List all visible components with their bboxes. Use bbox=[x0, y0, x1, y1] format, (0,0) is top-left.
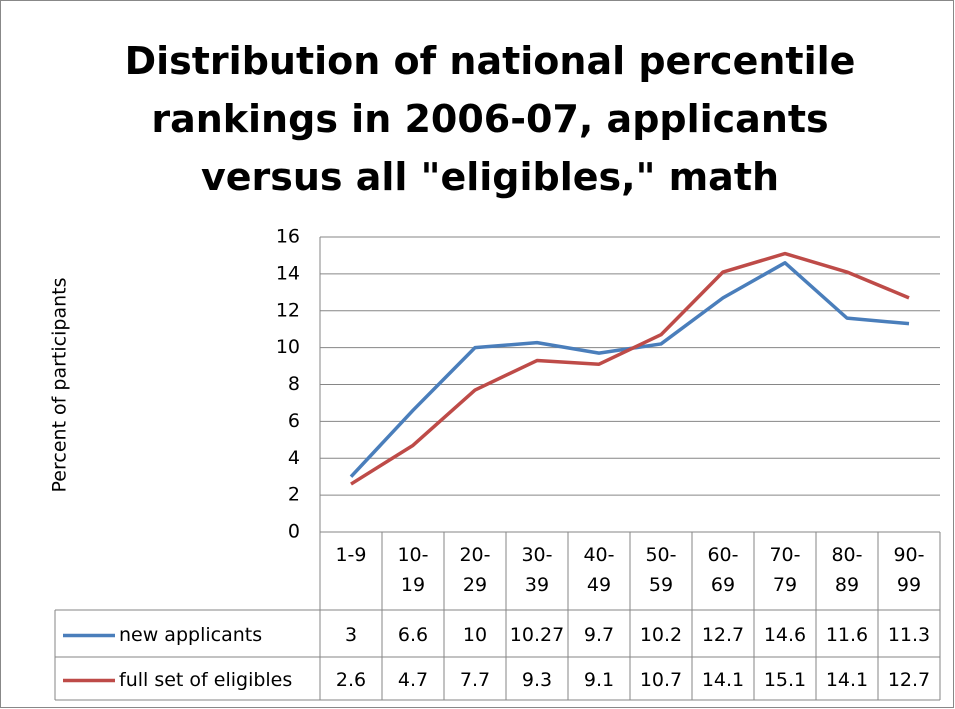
table-value: 7.7 bbox=[460, 669, 490, 691]
y-tick-label: 2 bbox=[288, 484, 300, 506]
x-tick-label: 80-89 bbox=[831, 544, 863, 596]
y-tick-label: 16 bbox=[276, 226, 300, 248]
y-tick-label: 14 bbox=[276, 262, 300, 284]
table-value: 2.6 bbox=[336, 669, 366, 691]
table-value: 11.6 bbox=[826, 624, 868, 646]
category-cell: 90-99 bbox=[893, 544, 925, 596]
legend-label: full set of eligibles bbox=[119, 669, 292, 691]
table-value: 6.6 bbox=[398, 624, 428, 646]
chart-title: Distribution of national percentile rank… bbox=[124, 39, 856, 199]
title-box: Distribution of national percentile rank… bbox=[124, 39, 856, 199]
table-value: 3 bbox=[345, 624, 357, 646]
table-value: 10.2 bbox=[640, 624, 682, 646]
category-cell: 40-49 bbox=[583, 544, 615, 596]
table-value: 12.7 bbox=[888, 669, 930, 691]
table-value: 15.1 bbox=[764, 669, 806, 691]
category-cell: 50-59 bbox=[645, 544, 677, 596]
table-value: 11.3 bbox=[888, 624, 930, 646]
y-tick-label: 0 bbox=[288, 521, 300, 543]
series-line bbox=[350, 251, 910, 486]
category-cell: 70-79 bbox=[769, 544, 801, 596]
y-axis-label: Percent of participants bbox=[49, 278, 71, 493]
table-value: 10.27 bbox=[510, 624, 564, 646]
category-cell: 20-29 bbox=[459, 544, 491, 596]
table-value: 10 bbox=[463, 624, 487, 646]
table-value: 10.7 bbox=[640, 669, 682, 691]
table-value: 14.6 bbox=[764, 624, 806, 646]
x-tick-label: 40-49 bbox=[583, 544, 615, 596]
table-value: 9.3 bbox=[522, 669, 552, 691]
x-tick-label: 60-69 bbox=[707, 544, 739, 596]
y-tick-label: 4 bbox=[288, 447, 300, 469]
x-tick-label: 30-39 bbox=[521, 544, 553, 596]
x-tick-label: 50-59 bbox=[645, 544, 677, 596]
x-tick-label: 20-29 bbox=[459, 544, 491, 596]
category-cell: 60-69 bbox=[707, 544, 739, 596]
y-tick-label: 8 bbox=[288, 373, 300, 395]
legend-label: new applicants bbox=[119, 624, 262, 646]
category-cell: 80-89 bbox=[831, 544, 863, 596]
x-tick-label: 70-79 bbox=[769, 544, 801, 596]
table-value: 9.7 bbox=[584, 624, 614, 646]
table-value: 14.1 bbox=[702, 669, 744, 691]
y-tick-label: 12 bbox=[276, 299, 300, 321]
y-tick-label: 6 bbox=[288, 410, 300, 432]
table-value: 4.7 bbox=[398, 669, 428, 691]
y-tick-label: 10 bbox=[276, 336, 300, 358]
table-value: 9.1 bbox=[584, 669, 614, 691]
table-value: 14.1 bbox=[826, 669, 868, 691]
x-tick-label: 90-99 bbox=[893, 544, 925, 596]
category-cell: 30-39 bbox=[521, 544, 553, 596]
table-value: 12.7 bbox=[702, 624, 744, 646]
category-cell: 10-19 bbox=[397, 544, 429, 596]
x-tick-label: 10-19 bbox=[397, 544, 429, 596]
category-cell: 1-9 bbox=[335, 544, 367, 566]
x-tick-label: 1-9 bbox=[335, 544, 367, 566]
